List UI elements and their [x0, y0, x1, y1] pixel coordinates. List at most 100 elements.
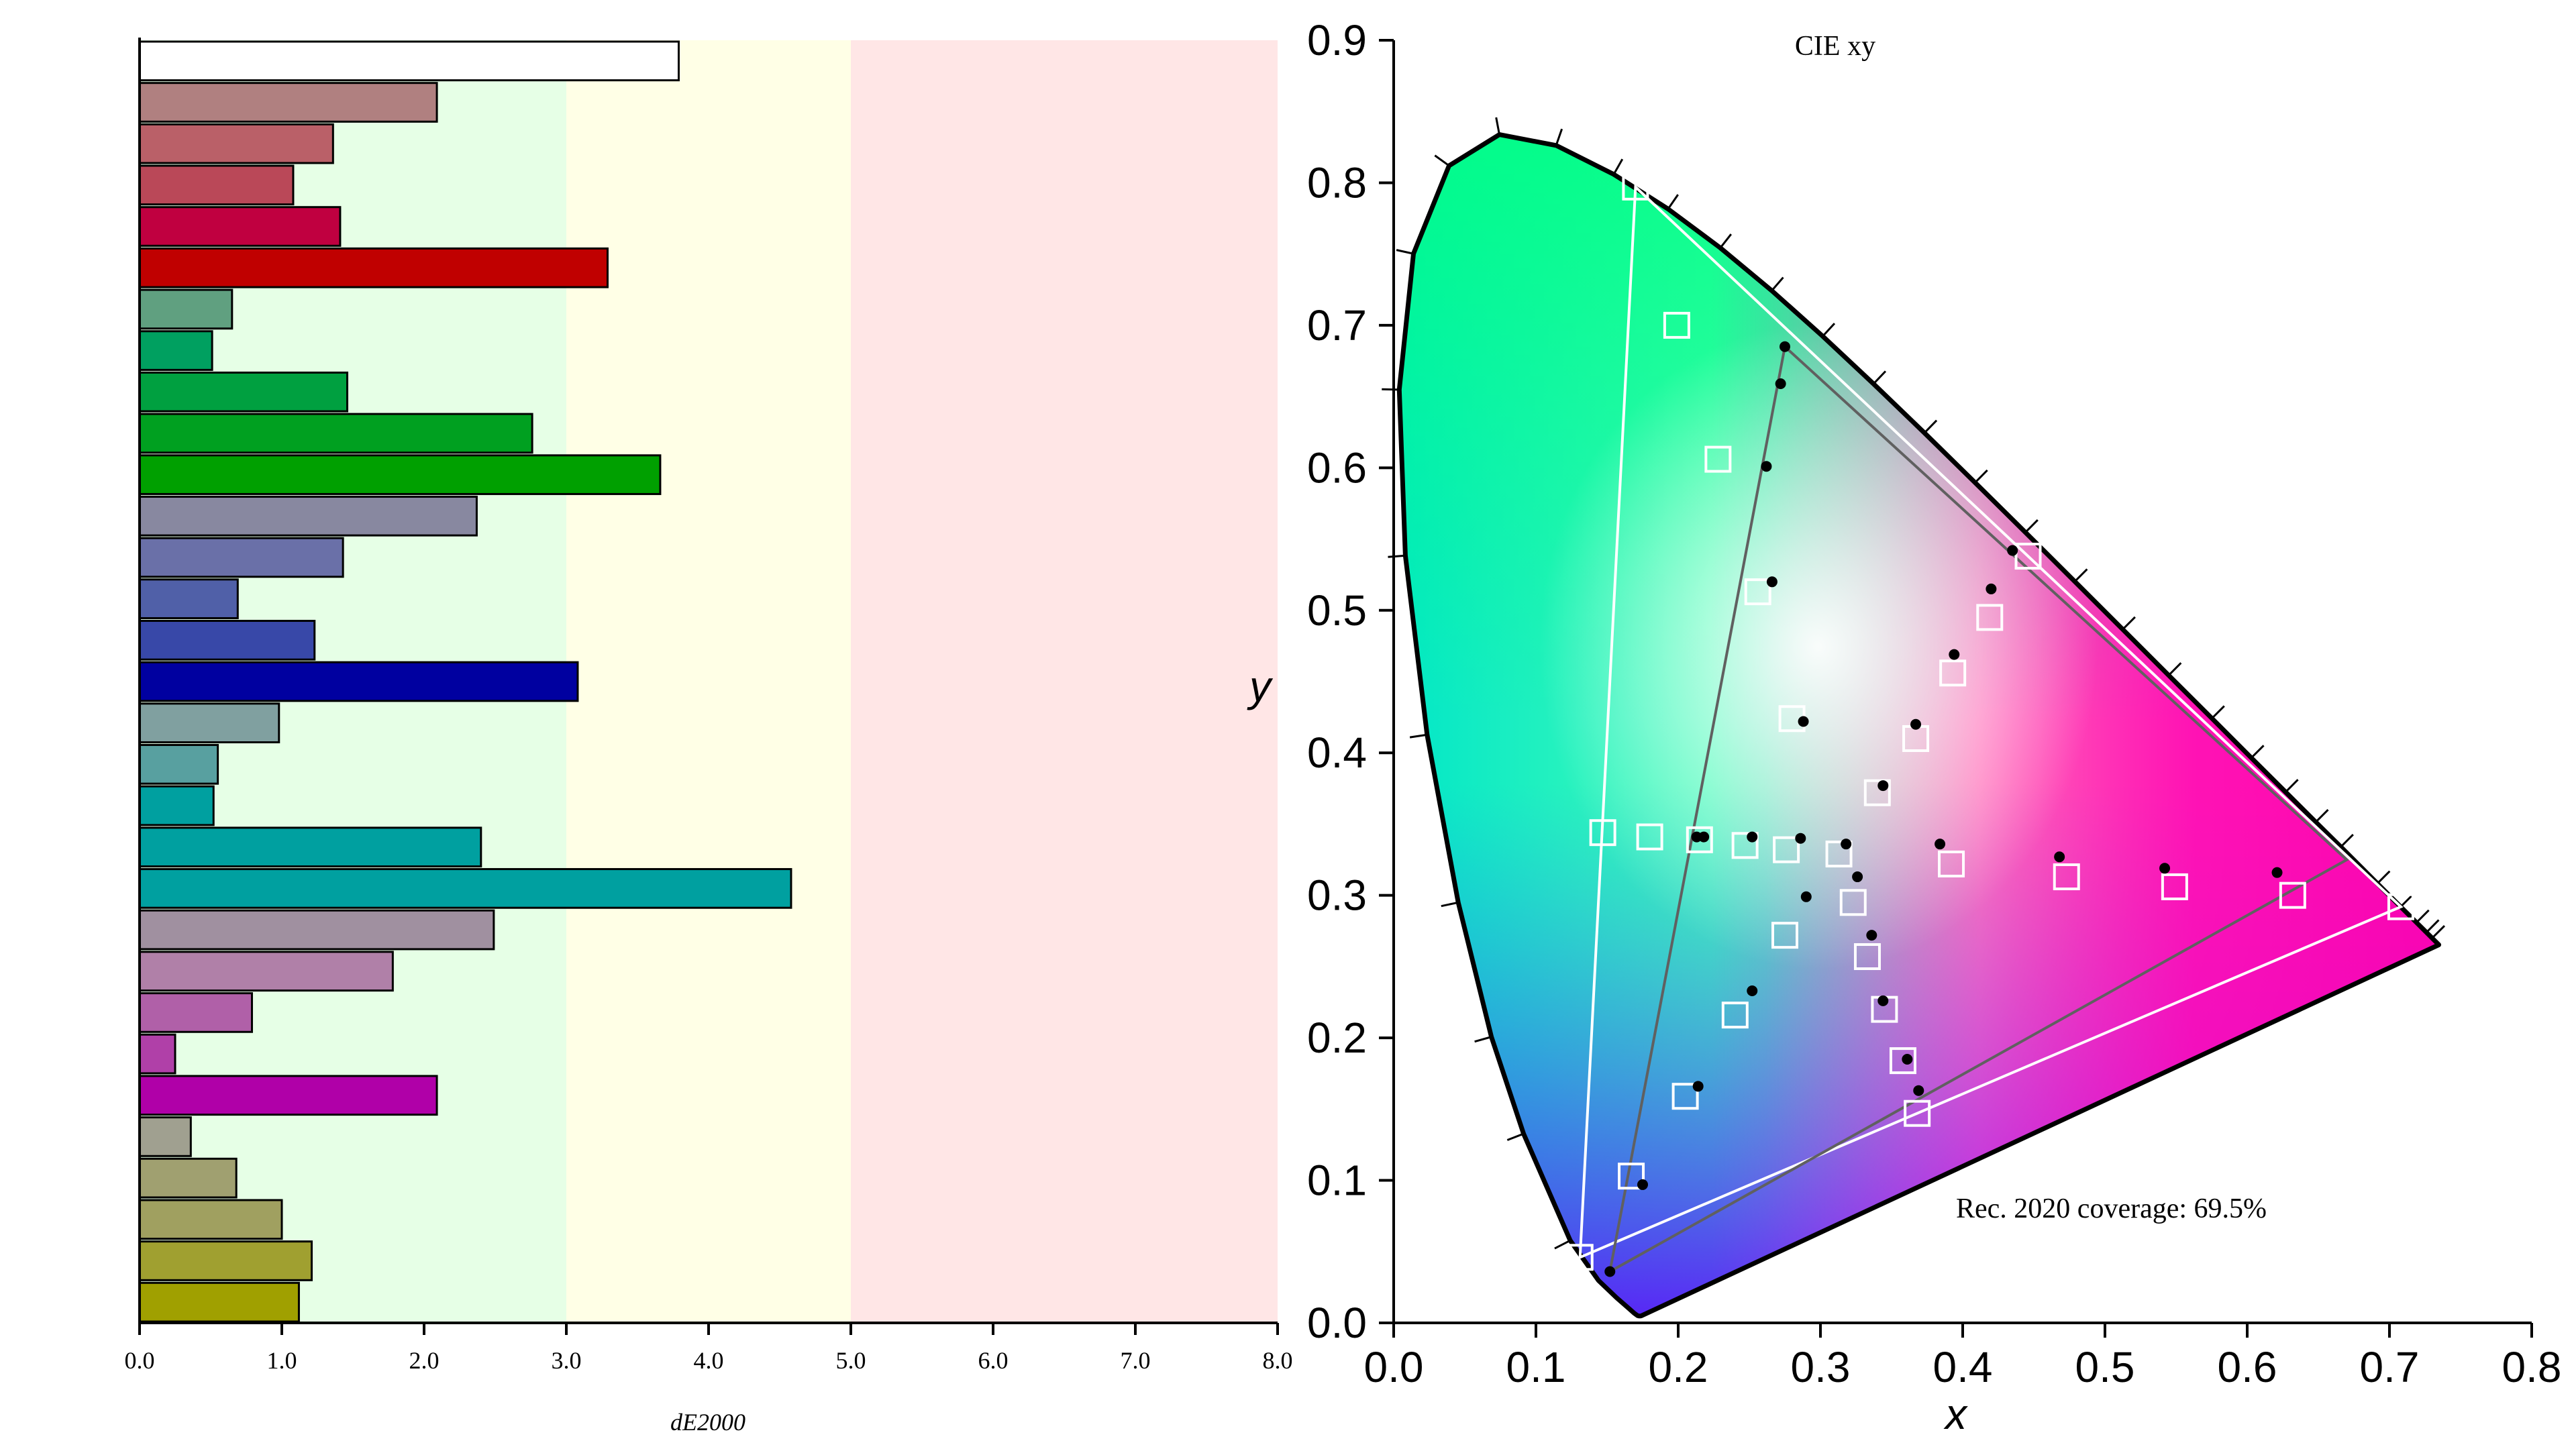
wavelength-tick: [2073, 568, 2088, 582]
target-square: [1618, 1163, 1645, 1190]
bar-30: [138, 1281, 300, 1323]
target-square: [1744, 578, 1771, 606]
target-square: [2161, 873, 2188, 900]
wavelength-tick: [1872, 370, 1887, 385]
y-tick-label: 0.5: [1307, 586, 1367, 635]
target-square: [2279, 881, 2306, 909]
wavelength-tick: [1434, 154, 1450, 167]
measured-point: [1637, 1179, 1648, 1190]
measured-point: [1852, 871, 1863, 883]
measured-point: [1935, 839, 1946, 850]
bar-14: [138, 619, 316, 661]
bar-27: [138, 1157, 238, 1199]
wavelength-tick: [1555, 128, 1563, 146]
measured-point: [1604, 1266, 1616, 1277]
wavelength-tick: [1554, 1239, 1571, 1250]
target-square: [1622, 173, 1649, 201]
wavelength-tick: [1771, 276, 1784, 292]
y-tick-label: 0.6: [1307, 443, 1367, 492]
cie-axes: 0.0 0.1 0.2 0.3 0.4 0.5 0.6 0.7 0.8 0.0 0.1 0.2 0.3 0…: [1307, 16, 2561, 1391]
measured-point: [2054, 851, 2065, 863]
coverage-annotation: Rec. 2020 coverage: 69.5%: [1956, 1193, 2267, 1224]
y-tick-label: 0.2: [1307, 1014, 1367, 1062]
target-square: [1904, 1099, 1931, 1127]
measured-point: [1698, 831, 1710, 843]
bar-25: [138, 1075, 438, 1116]
wavelength-tick: [2167, 662, 2182, 676]
measured-point: [1910, 718, 1922, 730]
bar-28: [138, 1199, 283, 1240]
bar-6: [138, 288, 234, 330]
bar-16: [138, 702, 280, 744]
zone-2: [851, 40, 1278, 1323]
wavelength-tick: [2315, 808, 2329, 823]
measured-point: [1775, 378, 1786, 389]
measured-point: [1986, 583, 1997, 594]
x-tick-label: 8.0: [1263, 1347, 1293, 1374]
wavelength-tick: [2416, 909, 2430, 924]
bar-9: [138, 413, 533, 454]
wavelength-tick: [2211, 705, 2225, 719]
measured-point: [1761, 461, 1772, 472]
target-square: [1939, 659, 1967, 687]
measured-point: [2271, 867, 2283, 878]
target-square: [1863, 779, 1891, 806]
wavelength-tick: [2024, 519, 2039, 533]
bar-21: [138, 909, 495, 951]
bar-0: [138, 40, 680, 82]
x-tick-label: 4.0: [694, 1347, 724, 1374]
measured-point: [1795, 833, 1806, 844]
y-tick-label: 0.8: [1307, 158, 1367, 207]
x-tick-label: 3.0: [552, 1347, 582, 1374]
target-square: [2014, 543, 2042, 570]
measured-point: [2159, 863, 2171, 874]
bar-13: [138, 578, 239, 619]
wavelength-tick: [1382, 388, 1400, 391]
y-axis-label: y: [1247, 662, 1274, 710]
target-square: [1889, 1047, 1916, 1075]
wavelength-tick: [2426, 919, 2440, 933]
bar-7: [138, 330, 213, 371]
target-square: [1686, 826, 1713, 853]
wavelength-tick: [2376, 870, 2391, 885]
bar-29: [138, 1240, 313, 1281]
y-tick-label: 0.7: [1307, 301, 1367, 350]
wavelength-tick: [1667, 194, 1679, 210]
bar-1: [138, 82, 438, 123]
x-tick-label: 0.3: [1791, 1343, 1851, 1391]
measured-point: [1877, 995, 1889, 1006]
target-square: [1853, 943, 1881, 971]
x-tick-label: 5.0: [836, 1347, 866, 1374]
measured-gamut-triangle: [1608, 343, 2349, 1275]
bar-20: [138, 868, 792, 909]
measured-point: [1780, 341, 1790, 352]
x-tick-label: 0.6: [2218, 1343, 2277, 1391]
wavelength-tick: [1974, 469, 1988, 484]
wavelength-tick: [1396, 249, 1414, 255]
cie-xy-chart: 0.0 0.1 0.2 0.3 0.4 0.5 0.6 0.7 0.8 0.0 0.1 0.2 0.3 0…: [1247, 16, 2561, 1438]
measured-point: [1949, 649, 1960, 660]
x-tick-label: 2.0: [409, 1347, 440, 1374]
y-tick-label: 0.1: [1307, 1157, 1367, 1205]
target-square: [1976, 604, 2004, 631]
wavelength-tick: [1495, 117, 1500, 135]
x-tick-label: 0.0: [125, 1347, 155, 1374]
bar-3: [138, 164, 295, 206]
target-markers: [1566, 173, 2414, 1271]
y-tick-label: 0.9: [1307, 16, 1367, 64]
x-tick-label: 0.4: [1933, 1343, 1993, 1391]
bar-15: [138, 661, 579, 702]
wavelength-tick: [1612, 158, 1624, 175]
wavelength-tick: [1474, 1036, 1492, 1043]
x-tick-label: 1.0: [267, 1347, 297, 1374]
zone-1: [566, 40, 851, 1323]
wavelength-tick: [1822, 323, 1836, 337]
x-axis: 0.0 1.0 2.0 3.0 4.0 5.0 6.0 7.0 8.0: [125, 38, 1293, 1374]
wavelength-tick: [2251, 745, 2265, 759]
wavelength-tick: [1388, 554, 1406, 558]
target-square: [1671, 1083, 1699, 1110]
bar-22: [138, 951, 394, 992]
bar-10: [138, 454, 662, 495]
measured-point: [1877, 780, 1889, 792]
